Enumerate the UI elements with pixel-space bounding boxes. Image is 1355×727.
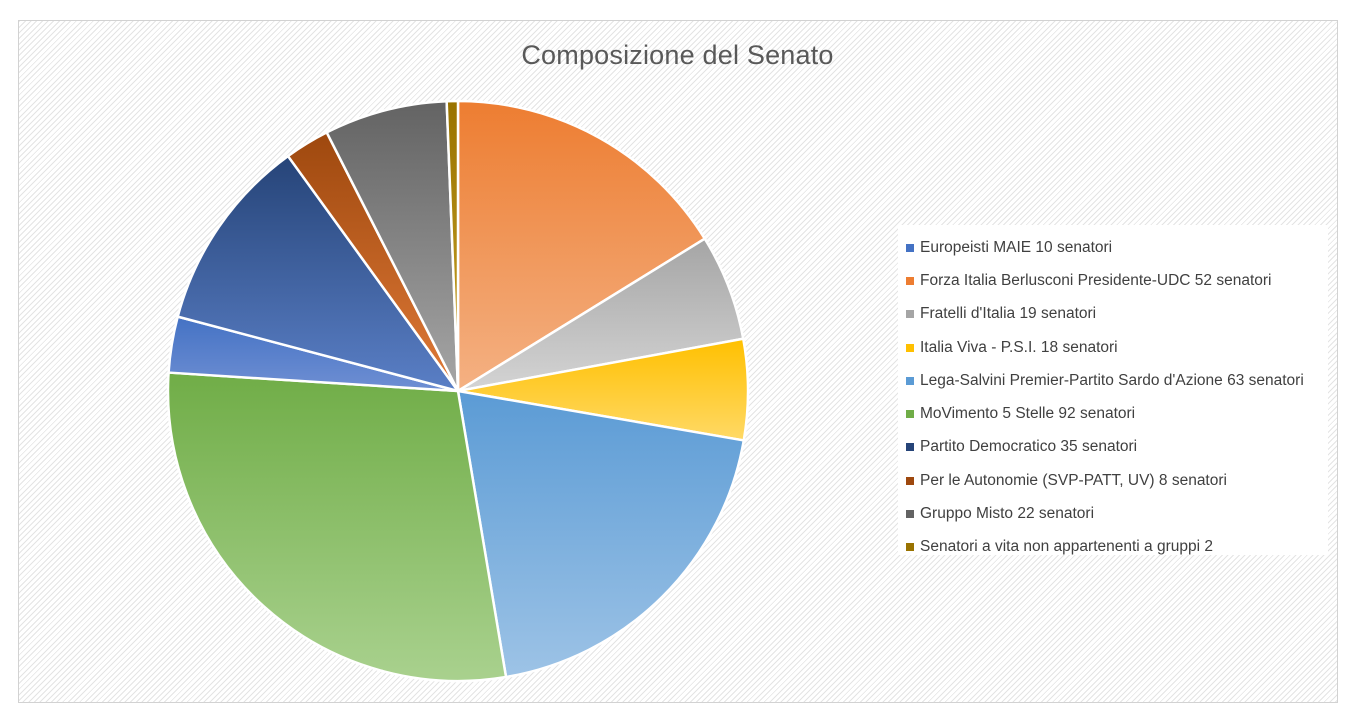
legend-swatch [906,376,914,385]
legend-item: Europeisti MAIE 10 senatori [906,231,1328,264]
legend-label: Fratelli d'Italia 19 senatori [920,305,1097,323]
pie-slice [325,99,460,393]
pie-slice [176,154,460,393]
pie-slice [166,371,508,683]
legend-item: Partito Democratico 35 senatori [906,431,1328,464]
legend-label: Partito Democratico 35 senatori [920,438,1138,456]
chart-title: Composizione del Senato [521,40,834,70]
legend-swatch [906,476,914,485]
legend-label: Senatori a vita non appartenenti a grupp… [920,538,1213,556]
pie-slice [445,99,460,393]
legend-item: Italia Viva - P.S.I. 18 senatori [906,331,1328,364]
legend-label: MoVimento 5 Stelle 92 senatori [920,405,1136,423]
legend-swatch [906,410,914,419]
pie-slice [456,389,746,679]
chart-legend: Europeisti MAIE 10 senatori Forza Italia … [898,225,1328,555]
legend-swatch [906,276,914,285]
legend-item: Lega-Salvini Premier-Partito Sardo d'Azi… [906,364,1328,397]
legend-swatch [906,243,914,252]
legend-label: Italia Viva - P.S.I. 18 senatori [920,338,1118,356]
legend-item: MoVimento 5 Stelle 92 senatori [906,397,1328,430]
legend-swatch [906,443,914,452]
legend-item: Fratelli d'Italia 19 senatori [906,298,1328,331]
legend-item: Senatori a vita non appartenenti a grupp… [906,531,1328,564]
pie-slice [456,99,707,393]
legend-label: Forza Italia Berlusconi Presidente-UDC 5… [920,271,1272,289]
legend-swatch [906,543,914,552]
legend-label: Gruppo Misto 22 senatori [920,505,1095,523]
legend-item: Forza Italia Berlusconi Presidente-UDC 5… [906,264,1328,297]
legend-swatch [906,310,914,319]
legend-swatch [906,343,914,352]
legend-item: Gruppo Misto 22 senatori [906,497,1328,530]
legend-label: Per le Autonomie (SVP-PATT, UV) 8 senato… [920,471,1227,489]
legend-swatch [906,510,914,519]
legend-item: Per le Autonomie (SVP-PATT, UV) 8 senato… [906,464,1328,497]
legend-label: Lega-Salvini Premier-Partito Sardo d'Azi… [920,371,1304,389]
legend-label: Europeisti MAIE 10 senatori [920,238,1113,256]
